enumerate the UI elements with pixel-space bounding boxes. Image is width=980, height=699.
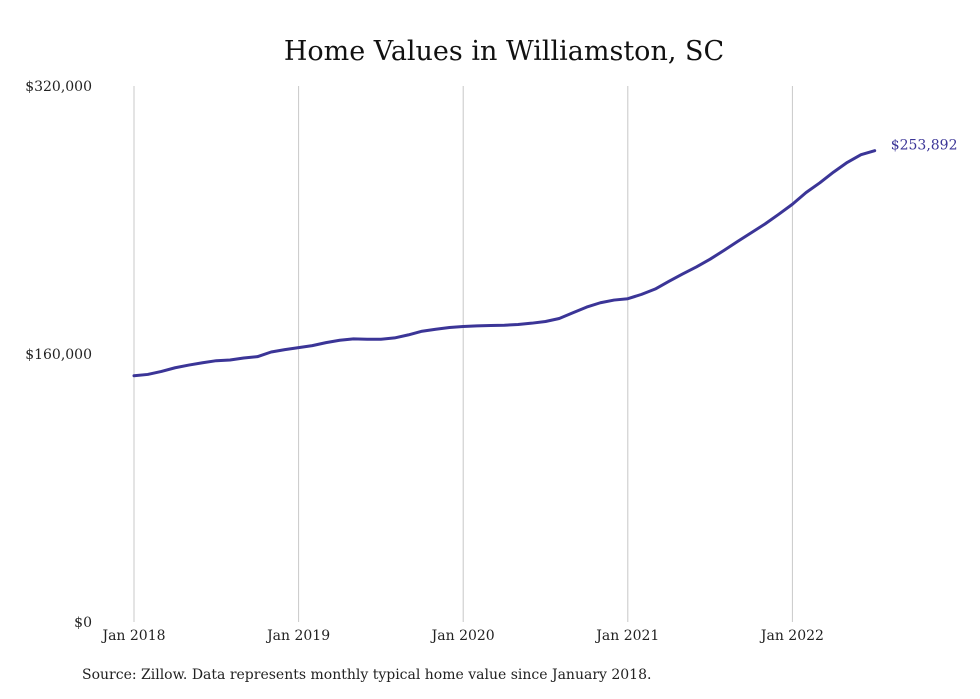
chart-title: Home Values in Williamston, SC bbox=[284, 36, 724, 67]
x-tick-label: Jan 2021 bbox=[594, 628, 659, 644]
x-axis: Jan 2018 Jan 2019 Jan 2020 Jan 2021 Jan 2022 bbox=[100, 628, 823, 644]
end-value-label: $253,892 bbox=[891, 138, 958, 154]
source-note: Source: Zillow. Data represents monthly … bbox=[82, 667, 652, 683]
y-tick-label: $0 bbox=[74, 615, 92, 631]
series-group bbox=[132, 149, 877, 378]
x-tick-label: Jan 2022 bbox=[759, 628, 824, 644]
x-tick-label: Jan 2020 bbox=[430, 628, 495, 644]
x-tick-label: Jan 2018 bbox=[100, 628, 165, 644]
grid-lines bbox=[133, 86, 793, 622]
y-tick-label: $320,000 bbox=[25, 79, 92, 95]
y-tick-label: $160,000 bbox=[25, 347, 92, 363]
x-tick-label: Jan 2019 bbox=[265, 628, 330, 644]
series-line bbox=[132, 149, 877, 378]
y-axis: $0 $160,000 $320,000 bbox=[25, 79, 92, 631]
